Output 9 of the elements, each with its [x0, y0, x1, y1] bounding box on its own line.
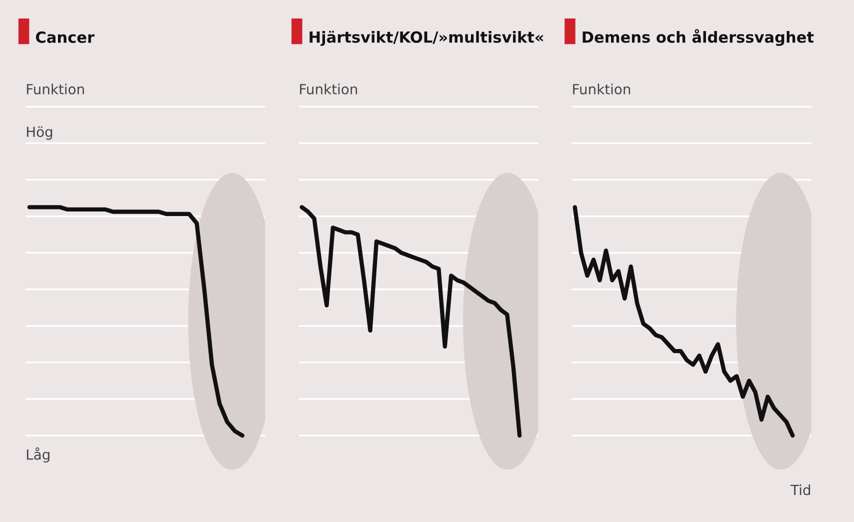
y-axis-title: Funktion [26, 84, 84, 94]
y-axis-title: Funktion [300, 84, 357, 94]
x-axis-title: Tid [790, 484, 810, 496]
chart-title: Cancer [36, 31, 95, 43]
chart-title: Demens och ålderssvaghet [582, 29, 814, 46]
text: Hög [26, 126, 52, 140]
y-axis-title: Funktion [573, 84, 630, 94]
chart-title: Hjärtsvikt/KOL/»multisvikt« [310, 30, 543, 46]
text: Låg [26, 447, 50, 462]
